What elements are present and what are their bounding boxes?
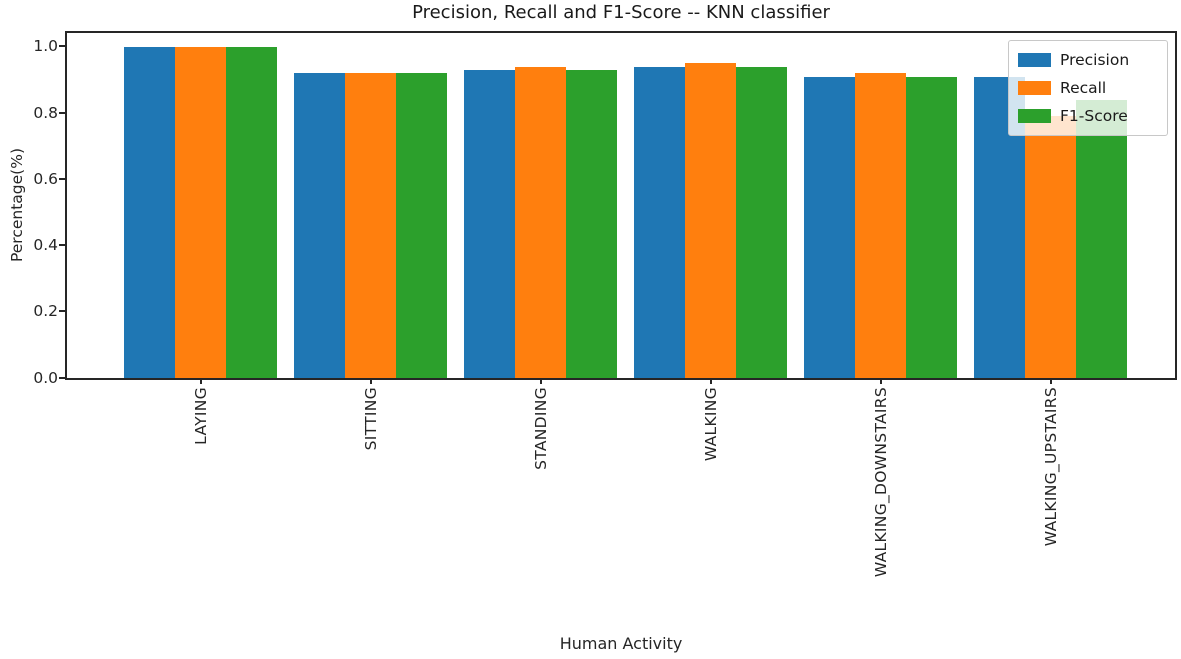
legend-label-recall: Recall [1060, 79, 1107, 97]
x-tick-label-standing: STANDING [531, 387, 550, 470]
bar-f1-score-walking [736, 66, 787, 378]
legend: Precision Recall F1-Score [1008, 40, 1168, 136]
bar-precision-walking-downstairs [804, 76, 855, 378]
y-tick-label-1.0: 1.0 [33, 37, 58, 56]
plot-area [65, 31, 1177, 380]
x-axis-label: Human Activity [559, 634, 683, 653]
bar-precision-sitting [294, 73, 345, 378]
x-tick-mark-walking [709, 379, 712, 384]
y-tick-mark-0.8 [59, 111, 65, 114]
x-tick-label-walking-upstairs: WALKING_UPSTAIRS [1041, 387, 1060, 547]
bar-precision-walking [634, 66, 685, 378]
bar-f1-score-laying [226, 46, 277, 378]
y-tick-label-0.6: 0.6 [33, 169, 58, 188]
bar-recall-standing [515, 66, 566, 378]
legend-label-precision: Precision [1060, 51, 1130, 69]
bar-f1-score-standing [566, 69, 617, 378]
x-tick-mark-laying [199, 379, 202, 384]
x-tick-mark-walking-upstairs [1049, 379, 1052, 384]
legend-swatch-recall [1018, 81, 1051, 95]
y-tick-label-0.8: 0.8 [33, 103, 58, 122]
y-tick-mark-0.4 [59, 244, 65, 247]
legend-item-precision: Precision [1018, 51, 1158, 69]
x-tick-mark-walking-downstairs [879, 379, 882, 384]
bars-layer [67, 33, 1175, 378]
bar-recall-walking-downstairs [855, 73, 906, 378]
y-tick-mark-0.2 [59, 310, 65, 313]
x-tick-label-walking: WALKING [701, 387, 720, 462]
x-tick-label-sitting: SITTING [361, 387, 380, 451]
y-tick-mark-0.0 [59, 376, 65, 379]
x-tick-mark-standing [539, 379, 542, 384]
legend-label-f1-score: F1-Score [1060, 107, 1128, 125]
y-tick-mark-0.6 [59, 177, 65, 180]
legend-swatch-f1-score [1018, 109, 1051, 123]
bar-f1-score-walking-upstairs [1076, 99, 1127, 378]
y-tick-label-0.2: 0.2 [33, 302, 58, 321]
legend-item-f1-score: F1-Score [1018, 107, 1158, 125]
bar-recall-walking-upstairs [1025, 116, 1076, 378]
y-axis-label-wrap: Percentage(%) [6, 31, 28, 380]
legend-item-recall: Recall [1018, 79, 1158, 97]
chart-title: Precision, Recall and F1-Score -- KNN cl… [412, 2, 830, 23]
bar-recall-walking [685, 63, 736, 378]
bar-recall-laying [175, 46, 226, 378]
y-tick-mark-1.0 [59, 45, 65, 48]
bar-f1-score-walking-downstairs [906, 76, 957, 378]
y-tick-label-0.4: 0.4 [33, 236, 58, 255]
y-tick-label-0.0: 0.0 [33, 368, 58, 387]
legend-swatch-precision [1018, 53, 1051, 67]
x-tick-label-walking-downstairs: WALKING_DOWNSTAIRS [871, 387, 890, 578]
bar-recall-sitting [345, 73, 396, 378]
bar-precision-laying [124, 46, 175, 378]
bar-f1-score-sitting [396, 73, 447, 378]
bar-precision-standing [464, 69, 515, 378]
x-tick-mark-sitting [369, 379, 372, 384]
x-tick-label-laying: LAYING [191, 387, 210, 445]
